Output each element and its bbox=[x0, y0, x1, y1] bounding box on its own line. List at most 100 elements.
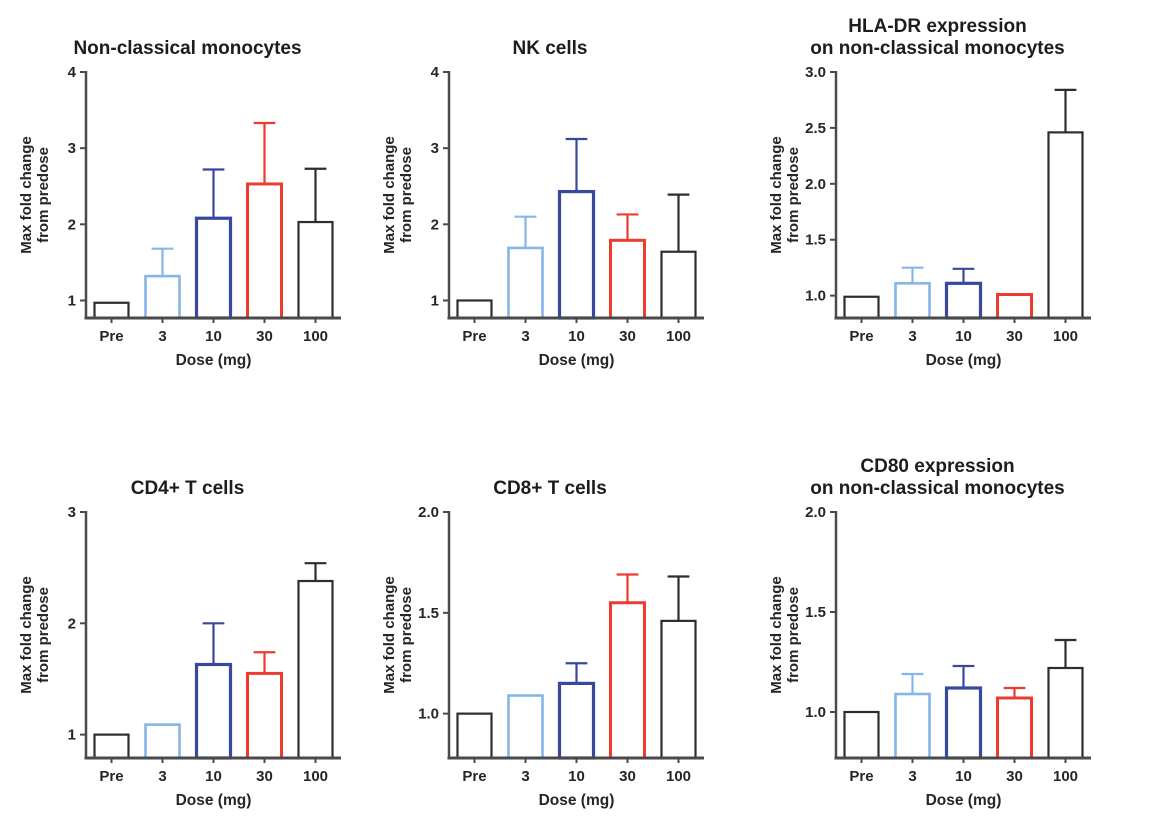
x-axis-label: Dose (mg) bbox=[538, 352, 614, 369]
bar-3 bbox=[506, 246, 544, 320]
x-tick-label: 3 bbox=[158, 328, 166, 345]
x-tick-label: 3 bbox=[158, 768, 166, 785]
y-tick-label: 1.5 bbox=[418, 605, 439, 622]
bar-Pre bbox=[455, 299, 493, 320]
x-tick-label: 30 bbox=[1006, 768, 1023, 785]
bar-100 bbox=[659, 250, 697, 320]
y-tick-label: 4 bbox=[430, 64, 439, 81]
x-tick-label: 100 bbox=[303, 768, 328, 785]
y-tick-label: 2.5 bbox=[805, 120, 826, 137]
chart-cd80-expression: CD80 expression on non-classical monocyt… bbox=[725, 448, 1150, 822]
chart-non-classical-monocytes: Non-classical monocytes 1 2 3 4 Pre 3 10 30 100 D… bbox=[0, 8, 375, 382]
y-tick-label: 3.0 bbox=[805, 64, 826, 81]
bar-10 bbox=[557, 681, 595, 760]
chart-cd4-t-cells: CD4+ T cells 1 2 3 Pre 3 10 30 100 Dose (mg) Max … bbox=[0, 448, 375, 822]
bar-30 bbox=[996, 696, 1033, 760]
x-tick-label: 3 bbox=[521, 328, 529, 345]
x-tick-label: 30 bbox=[619, 328, 636, 345]
x-tick-label: 10 bbox=[205, 768, 222, 785]
x-tick-label: Pre bbox=[99, 328, 123, 345]
chart-title: CD4+ T cells bbox=[130, 478, 245, 500]
bar-100 bbox=[659, 619, 697, 760]
x-tick-label: 30 bbox=[256, 768, 273, 785]
bar-Pre bbox=[93, 301, 130, 320]
bar-chart-svg: 1.0 1.5 2.0 Pre 3 10 30 100 Dose (mg) Max fold ch… bbox=[383, 504, 704, 809]
y-tick-label: 3 bbox=[68, 140, 76, 157]
bar-3 bbox=[894, 692, 931, 760]
x-tick-label: Pre bbox=[462, 768, 486, 785]
bar-10 bbox=[194, 216, 233, 320]
bar-30 bbox=[608, 238, 646, 320]
svg-text:Max fold change: Max fold change bbox=[383, 576, 398, 694]
chart-hla-dr-expression: HLA-DR expression on non-classical monoc… bbox=[725, 8, 1150, 382]
bar-100 bbox=[1047, 131, 1084, 320]
bar-30 bbox=[996, 293, 1033, 320]
bar-Pre bbox=[93, 733, 130, 760]
y-tick-label: 2 bbox=[430, 216, 438, 233]
svg-text:Max fold change: Max fold change bbox=[20, 576, 35, 694]
y-axis-label: Max fold change from predose bbox=[383, 136, 415, 254]
x-tick-label: 10 bbox=[955, 768, 972, 785]
y-tick-label: 1.0 bbox=[805, 704, 826, 721]
x-tick-label: 100 bbox=[303, 328, 328, 345]
y-axis-label: Max fold change from predose bbox=[383, 576, 415, 694]
x-tick-label: 30 bbox=[256, 328, 273, 345]
y-tick-label: 1 bbox=[430, 292, 438, 309]
chart-title: CD80 expression on non-classical monocyt… bbox=[810, 456, 1065, 500]
y-tick-label: 1 bbox=[68, 292, 76, 309]
bar-Pre bbox=[455, 712, 493, 760]
y-axis-label: Max fold change from predose bbox=[770, 136, 802, 254]
bar-3 bbox=[894, 282, 931, 320]
y-tick-label: 2.0 bbox=[805, 504, 826, 521]
y-tick-label: 1.5 bbox=[805, 604, 826, 621]
y-tick-label: 1 bbox=[68, 727, 76, 744]
x-tick-label: Pre bbox=[849, 768, 873, 785]
y-tick-label: 2.0 bbox=[805, 176, 826, 193]
x-axis-label: Dose (mg) bbox=[926, 352, 1002, 369]
x-tick-label: Pre bbox=[849, 328, 873, 345]
y-tick-label: 1.0 bbox=[418, 706, 439, 723]
bar-chart-svg: 1 2 3 4 Pre 3 10 30 100 Dose (mg) Max fold change f… bbox=[20, 64, 341, 369]
bar-3 bbox=[144, 274, 181, 320]
y-axis-label: Max fold change from predose bbox=[20, 136, 52, 254]
y-tick-label: 2 bbox=[68, 615, 76, 632]
chart-title: HLA-DR expression on non-classical monoc… bbox=[810, 16, 1065, 60]
x-axis-label: Dose (mg) bbox=[176, 352, 252, 369]
bar-10 bbox=[944, 281, 983, 320]
chart-title: Non-classical monocytes bbox=[73, 38, 302, 60]
y-axis-label: Max fold change from predose bbox=[20, 576, 52, 694]
chart-nk-cells: NK cells 1 2 3 4 Pre 3 10 30 100 Dose (mg) Max fol… bbox=[375, 8, 725, 382]
bar-10 bbox=[557, 189, 595, 320]
x-tick-label: 3 bbox=[908, 768, 916, 785]
svg-text:from predose: from predose bbox=[785, 147, 802, 243]
x-tick-label: Pre bbox=[99, 768, 123, 785]
bar-10 bbox=[944, 686, 983, 760]
svg-text:from predose: from predose bbox=[785, 587, 802, 683]
bar-Pre bbox=[843, 295, 880, 320]
x-axis-label: Dose (mg) bbox=[176, 792, 252, 809]
y-tick-label: 3 bbox=[68, 504, 76, 521]
y-tick-label: 1.5 bbox=[805, 232, 826, 249]
svg-text:from predose: from predose bbox=[35, 147, 52, 243]
bar-30 bbox=[246, 671, 283, 760]
x-tick-label: 10 bbox=[955, 328, 972, 345]
x-tick-label: 10 bbox=[568, 768, 585, 785]
bar-100 bbox=[297, 579, 334, 760]
x-tick-label: 10 bbox=[205, 328, 222, 345]
chart-title: NK cells bbox=[512, 38, 588, 60]
svg-text:from predose: from predose bbox=[398, 587, 415, 683]
x-tick-label: Pre bbox=[462, 328, 486, 345]
chart-title: CD8+ T cells bbox=[493, 478, 607, 500]
bar-30 bbox=[246, 182, 283, 320]
y-tick-label: 2 bbox=[68, 216, 76, 233]
x-tick-label: 30 bbox=[1006, 328, 1023, 345]
y-tick-label: 4 bbox=[68, 64, 77, 81]
bar-10 bbox=[194, 662, 233, 760]
y-axis-label: Max fold change from predose bbox=[770, 576, 802, 694]
x-tick-label: 100 bbox=[665, 768, 690, 785]
bar-30 bbox=[608, 601, 646, 760]
bar-100 bbox=[297, 220, 334, 320]
bar-chart-svg: 1 2 3 Pre 3 10 30 100 Dose (mg) Max fold change fr… bbox=[20, 504, 341, 809]
x-tick-label: 30 bbox=[619, 768, 636, 785]
x-axis-label: Dose (mg) bbox=[538, 792, 614, 809]
